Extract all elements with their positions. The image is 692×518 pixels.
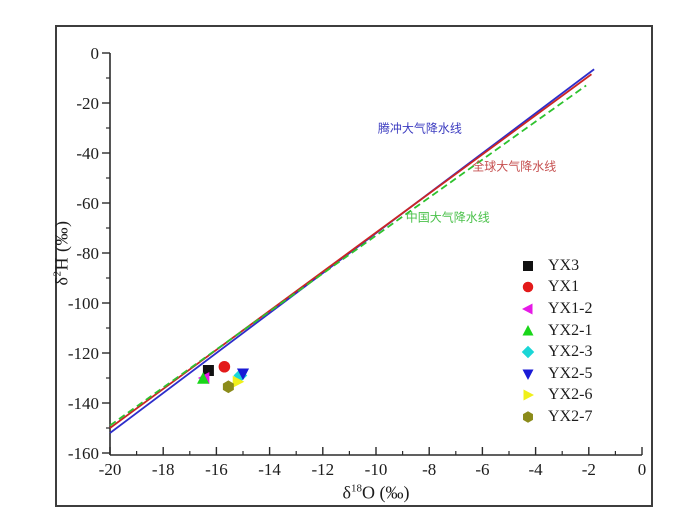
y-axis-title-superscript: 2: [51, 270, 64, 277]
line-label-china-mwl: 中国大气降水线: [405, 210, 490, 225]
circle-marker-icon: [522, 282, 534, 293]
y-tick-label: -80: [76, 244, 99, 263]
x-tick-label: -6: [475, 460, 489, 479]
y-tick-label: -160: [68, 444, 99, 463]
x-axis-title-symbol: δ: [342, 482, 351, 503]
y-tick-label: -60: [76, 194, 99, 213]
y-axis-title: δ2H (‰): [52, 221, 73, 286]
x-tick-label: 0: [638, 460, 647, 479]
legend-item-YX3: YX3: [520, 255, 592, 277]
data-point-YX2-7: [222, 380, 234, 394]
y-tick-label: -140: [68, 394, 99, 413]
mwl-line-global-mwl: [109, 73, 592, 429]
data-point-YX3: [202, 365, 214, 376]
figure-border: [55, 25, 653, 507]
y-tick-label: -40: [76, 144, 99, 163]
y-tick-label: 0: [91, 44, 100, 63]
hexagon-marker-icon: [523, 411, 533, 423]
legend: YX3 YX1 YX1-2 YX2-1 YX2-3 YX2-5 YX2-6 YX2-7: [520, 255, 592, 428]
data-point-YX2-5: [236, 368, 250, 381]
triangle-down-marker-icon: [522, 369, 534, 380]
x-axis-title-superscript: 18: [350, 482, 362, 495]
legend-label: YX2-7: [548, 407, 593, 425]
x-tick-label: -10: [365, 460, 388, 479]
data-point-YX2-6: [232, 375, 245, 388]
triangle-left-marker-icon: [522, 303, 533, 315]
triangle-right-marker-icon: [523, 389, 534, 401]
legend-label: YX3: [548, 256, 580, 274]
legend-item-YX2-5: YX2-5: [520, 363, 592, 385]
legend-label: YX1: [548, 278, 580, 296]
data-point-YX2-1: [197, 372, 210, 384]
x-axis-title-text: O (‰): [361, 482, 410, 503]
legend-item-YX1: YX1: [520, 277, 592, 299]
legend-label: YX1-2: [548, 299, 593, 317]
mwl-line-china-mwl: [109, 84, 587, 427]
legend-item-YX2-7: YX2-7: [520, 406, 592, 428]
legend-item-YX2-6: YX2-6: [520, 385, 592, 407]
x-tick-label: -4: [529, 460, 544, 479]
y-tick-label: -20: [76, 94, 99, 113]
x-tick-label: -16: [205, 460, 228, 479]
y-tick-label: -120: [68, 344, 99, 363]
diamond-marker-icon: [521, 345, 535, 359]
square-marker-icon: [523, 260, 533, 271]
x-tick-label: -14: [258, 460, 281, 479]
x-axis-title: δ18O (‰): [343, 483, 410, 504]
y-axis-title-text: H (‰): [51, 220, 72, 271]
legend-item-YX2-3: YX2-3: [520, 341, 592, 363]
y-tick-label: -100: [68, 294, 99, 313]
legend-label: YX2-3: [548, 343, 593, 361]
triangle-up-marker-icon: [522, 324, 534, 336]
data-point-YX1: [218, 360, 231, 373]
x-tick-label: -8: [422, 460, 436, 479]
x-tick-label: -12: [311, 460, 334, 479]
x-tick-label: -20: [99, 460, 122, 479]
legend-label: YX2-1: [548, 321, 593, 339]
x-tick-label: -2: [582, 460, 596, 479]
line-label-tengchong-lmwl: 腾冲大气降水线: [377, 121, 462, 136]
y-axis-title-symbol: δ: [51, 276, 72, 286]
x-tick-label: -18: [152, 460, 175, 479]
legend-item-YX1-2: YX1-2: [520, 298, 592, 320]
line-label-global-mwl: 全球大气降水线: [472, 159, 557, 173]
legend-item-YX2-1: YX2-1: [520, 320, 592, 342]
legend-label: YX2-5: [548, 364, 593, 382]
legend-label: YX2-6: [548, 386, 593, 404]
